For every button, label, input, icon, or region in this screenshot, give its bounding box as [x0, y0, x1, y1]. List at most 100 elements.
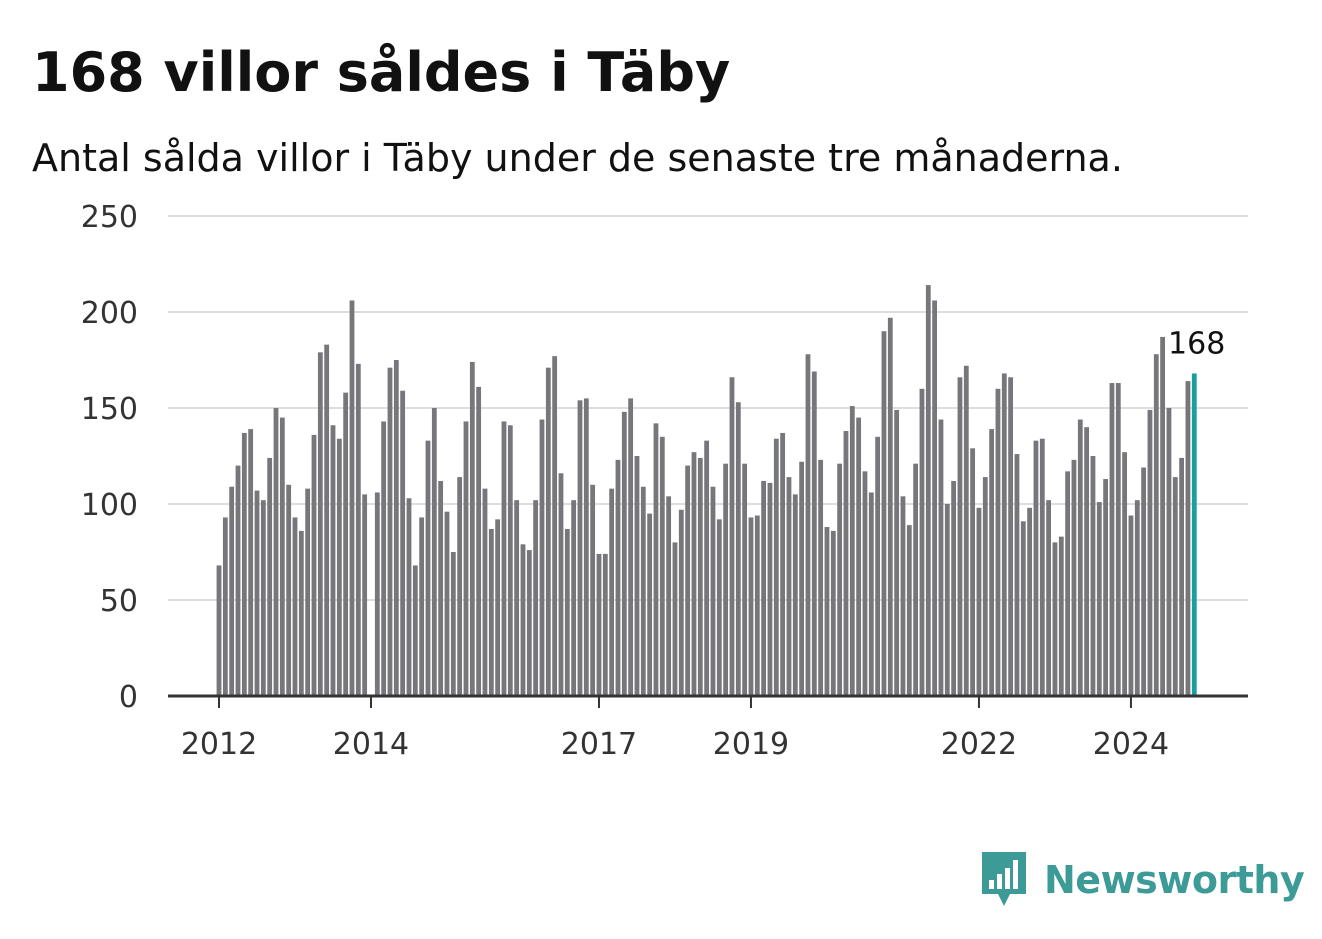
- bar: [438, 480, 444, 696]
- x-tick-label: 2014: [333, 727, 409, 762]
- bar-chart-speech-bubble-icon: [982, 852, 1026, 906]
- bar: [970, 448, 976, 696]
- bar: [704, 440, 710, 696]
- y-tick-label: 250: [81, 200, 138, 235]
- bar: [343, 392, 349, 696]
- bar: [1046, 500, 1052, 696]
- bar: [552, 356, 558, 696]
- bar: [780, 432, 786, 696]
- bar: [349, 300, 355, 696]
- bar: [229, 486, 235, 696]
- bar: [1103, 479, 1109, 696]
- bar: [653, 423, 659, 696]
- bar: [298, 530, 304, 696]
- bar: [647, 513, 653, 696]
- y-tick-label: 150: [81, 392, 138, 427]
- bar: [539, 419, 545, 696]
- bar: [1039, 438, 1045, 696]
- y-tick-label: 0: [119, 680, 138, 715]
- bar: [267, 457, 273, 696]
- bar: [805, 354, 811, 696]
- bar: [1027, 507, 1033, 696]
- bar: [533, 500, 539, 696]
- bar-highlight: [1191, 373, 1197, 696]
- bar: [989, 429, 995, 696]
- bar: [387, 367, 393, 696]
- bar: [317, 352, 323, 696]
- bar: [995, 388, 1001, 696]
- x-tick-label: 2022: [941, 727, 1017, 762]
- bar: [868, 492, 874, 696]
- bar: [799, 461, 805, 696]
- y-tick-label: 100: [81, 488, 138, 523]
- bar: [735, 402, 741, 696]
- bar: [957, 377, 963, 696]
- bar: [982, 477, 988, 696]
- bar: [881, 331, 887, 696]
- bar: [419, 517, 425, 696]
- bar: [1153, 354, 1159, 696]
- bar: [336, 438, 342, 696]
- bar: [659, 436, 665, 696]
- bar: [1071, 459, 1077, 696]
- bar: [235, 465, 241, 696]
- bar: [919, 388, 925, 696]
- bar: [716, 519, 722, 696]
- highlight-data-label: 168: [1168, 326, 1225, 361]
- bar: [305, 488, 311, 696]
- bar: [792, 494, 798, 696]
- bar: [381, 421, 387, 696]
- bar: [1134, 500, 1140, 696]
- bar: [742, 463, 748, 696]
- bar: [495, 519, 501, 696]
- bar: [482, 488, 488, 696]
- bar: [666, 496, 672, 696]
- bar: [469, 361, 475, 696]
- bar: [938, 419, 944, 696]
- bar: [216, 565, 222, 696]
- bar: [837, 463, 843, 696]
- bar: [843, 431, 849, 696]
- bar: [1033, 440, 1039, 696]
- bar: [412, 565, 418, 696]
- bar: [887, 317, 893, 696]
- bar: [1090, 456, 1096, 696]
- bar: [292, 517, 298, 696]
- bar: [400, 390, 406, 696]
- bar: [786, 477, 792, 696]
- bar: [1008, 377, 1014, 696]
- bar: [476, 386, 482, 696]
- page-title: 168 villor såldes i Täby: [32, 41, 731, 104]
- bar: [558, 473, 564, 696]
- bar: [830, 530, 836, 696]
- bar: [609, 488, 615, 696]
- bar: [241, 432, 247, 696]
- bar: [545, 367, 551, 696]
- labels: 0 50 100 150 200 250 2012 2014 2017 2019 2022 2024 1…: [81, 200, 1226, 762]
- bar: [913, 463, 919, 696]
- bar: [1147, 409, 1153, 696]
- newsworthy-logo: Newsworthy: [980, 850, 1305, 910]
- bar: [697, 457, 703, 696]
- bar: [849, 406, 855, 696]
- bar: [514, 500, 520, 696]
- bar: [1122, 452, 1128, 696]
- bar: [900, 496, 906, 696]
- bar: [260, 500, 266, 696]
- bar: [406, 498, 412, 696]
- bar: [444, 511, 450, 696]
- bar: [691, 452, 697, 696]
- bar-chart: 0 50 100 150 200 250 2012 2014 2017 2019 2022 2024 1…: [81, 200, 1248, 762]
- page-subtitle: Antal sålda villor i Täby under de senas…: [32, 136, 1123, 180]
- bar: [583, 398, 589, 696]
- bars: [216, 285, 1197, 696]
- axes: [168, 694, 1248, 708]
- bar: [1172, 477, 1178, 696]
- bar: [1052, 542, 1058, 696]
- y-tick-label: 50: [100, 584, 138, 619]
- bar: [761, 480, 767, 696]
- bar: [1077, 419, 1083, 696]
- bar: [571, 500, 577, 696]
- bar: [621, 411, 627, 696]
- bar: [1014, 454, 1020, 696]
